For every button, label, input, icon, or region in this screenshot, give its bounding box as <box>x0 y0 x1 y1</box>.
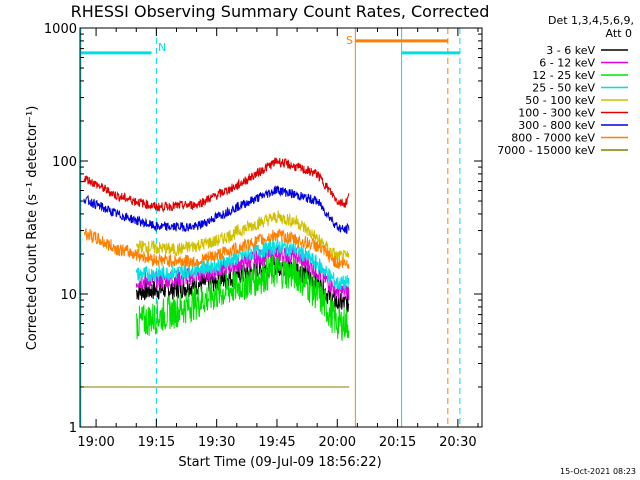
series-line-100-300-kev <box>83 157 350 213</box>
x-axis-label: Start Time (09-Jul-09 18:56:22) <box>178 455 381 470</box>
y-tick-label: 10 <box>60 288 77 303</box>
x-axis: 19:00 19:15 19:30 19:45 20:00 20:15 20:30 <box>77 28 479 450</box>
legend-label: 6 - 12 keV <box>539 57 595 70</box>
legend-label: 50 - 100 keV <box>525 94 595 107</box>
legend-header-line-2: Att 0 <box>606 27 632 40</box>
timestamp: 15-Oct-2021 08:23 <box>560 467 636 476</box>
legend-label: 3 - 6 keV <box>546 44 595 57</box>
series-line-25-50-kev <box>135 238 350 291</box>
y-axis-label: Corrected Count Rate (s⁻¹ detector⁻¹) <box>25 106 40 351</box>
y-axis: 1 10 100 1000 <box>44 22 482 436</box>
legend-label: 300 - 800 keV <box>518 119 595 132</box>
plot-series <box>83 157 350 388</box>
series-line-300-800-kev <box>83 185 350 234</box>
chart-title: RHESSI Observing Summary Count Rates, Co… <box>71 2 490 21</box>
x-tick-label: 20:00 <box>319 435 356 450</box>
x-tick-label: 19:45 <box>258 435 295 450</box>
legend-label: 100 - 300 keV <box>518 107 595 120</box>
legend-label: 800 - 7000 keV <box>511 132 595 145</box>
x-tick-label: 19:30 <box>198 435 235 450</box>
plot-decorations <box>80 28 461 427</box>
legend-label: 25 - 50 keV <box>532 82 595 95</box>
s-annotation: S <box>346 34 353 47</box>
series-line-800-7000-kev <box>83 227 350 270</box>
y-tick-label: 1 <box>69 421 77 436</box>
legend-header-line-1: Det 1,3,4,5,6,9, <box>548 14 634 27</box>
series-line-12-25-kev <box>135 255 350 341</box>
x-tick-label: 20:15 <box>379 435 416 450</box>
legend-label: 12 - 25 keV <box>532 69 595 82</box>
plot-frame <box>79 27 483 428</box>
legend-label: 7000 - 15000 keV <box>497 144 595 157</box>
x-tick-label: 19:15 <box>138 435 175 450</box>
n-annotation: N <box>158 41 166 54</box>
y-tick-label: 1000 <box>44 22 77 37</box>
x-tick-label: 19:00 <box>77 435 114 450</box>
y-tick-label: 100 <box>52 155 77 170</box>
x-tick-label: 20:30 <box>439 435 476 450</box>
